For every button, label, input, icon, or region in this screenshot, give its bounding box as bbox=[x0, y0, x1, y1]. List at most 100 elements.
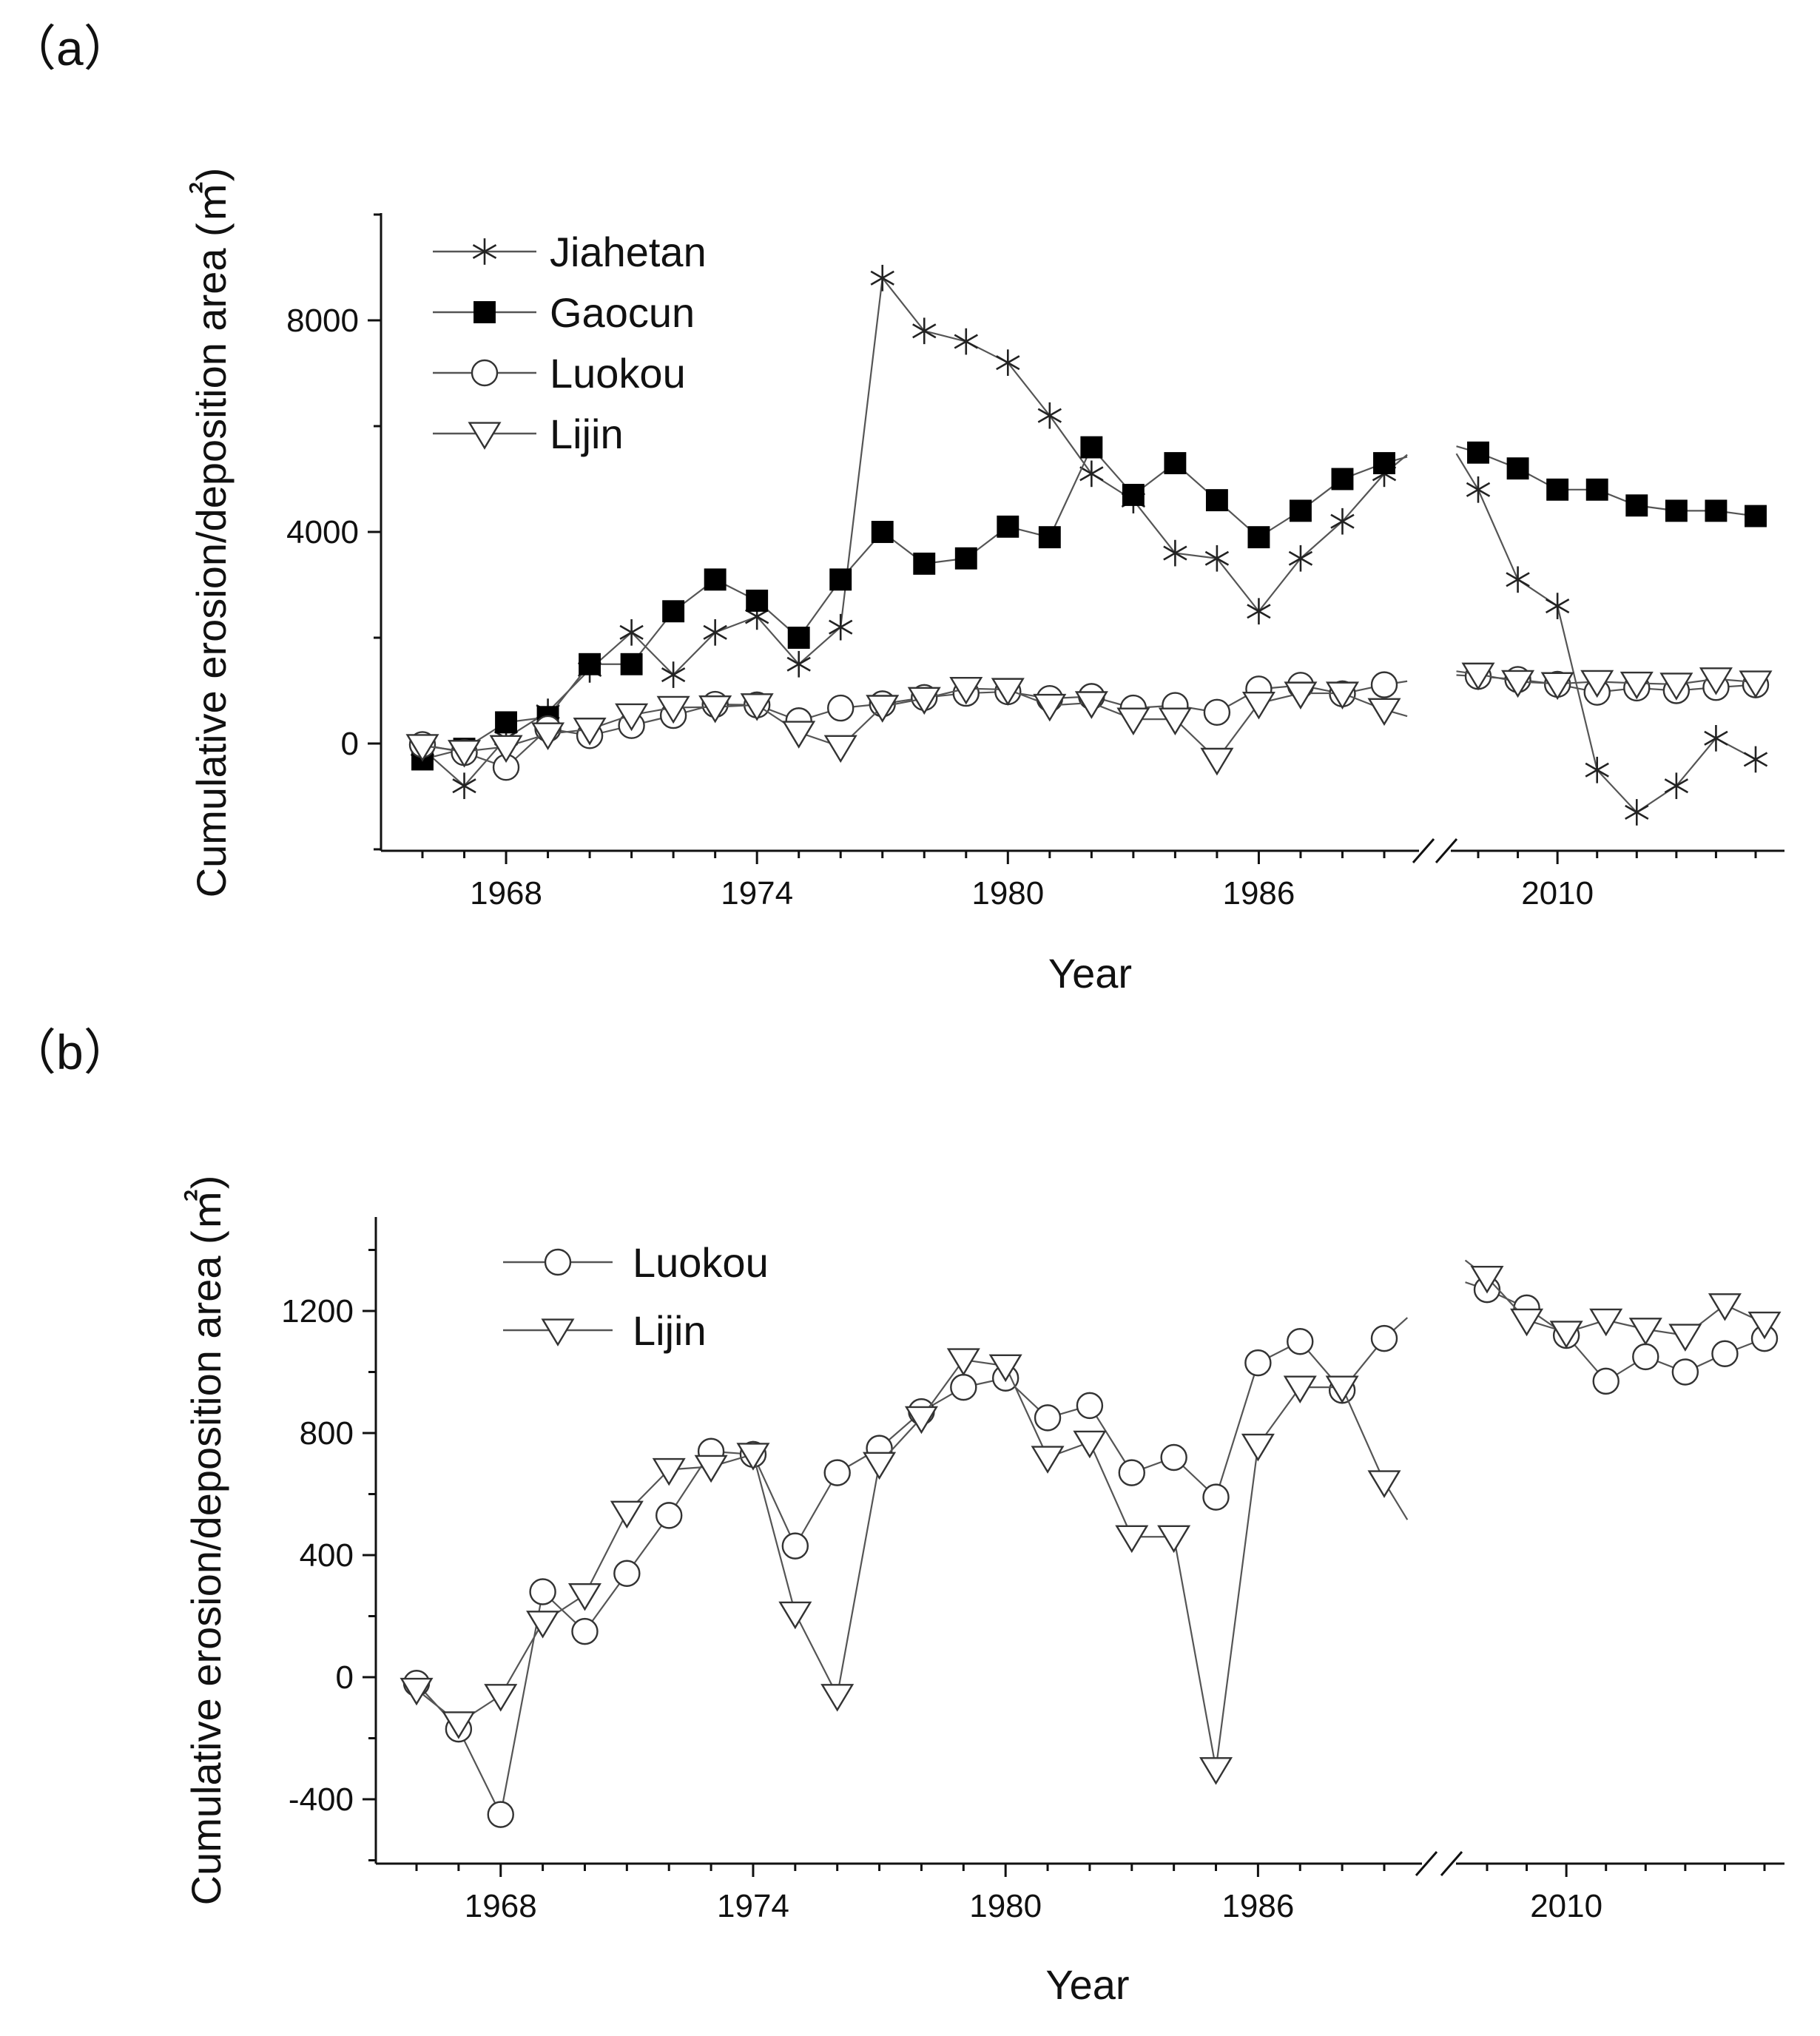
data-point bbox=[1466, 476, 1491, 503]
data-point bbox=[740, 693, 774, 721]
y-tick-label: 400 bbox=[300, 1537, 354, 1574]
x-tick-label: 1974 bbox=[721, 875, 793, 911]
data-point bbox=[1628, 1318, 1662, 1346]
axis-break-mark bbox=[1435, 838, 1458, 863]
data-point bbox=[1370, 1324, 1398, 1352]
data-point bbox=[1164, 452, 1187, 474]
data-point bbox=[655, 1502, 683, 1529]
legend-marker bbox=[468, 422, 502, 450]
data-point bbox=[1585, 756, 1609, 783]
data-point bbox=[1739, 670, 1773, 698]
y-tick-label: 0 bbox=[341, 726, 359, 762]
data-point bbox=[1708, 1293, 1742, 1321]
data-point bbox=[1033, 693, 1067, 722]
data-point bbox=[1461, 662, 1495, 691]
data-point bbox=[1158, 707, 1192, 735]
legend-label: Jiahetan bbox=[550, 229, 707, 275]
data-point bbox=[579, 653, 601, 675]
data-point bbox=[703, 619, 727, 646]
axis-break-mark bbox=[1415, 1851, 1438, 1876]
data-point bbox=[484, 1684, 518, 1712]
data-point bbox=[997, 515, 1019, 538]
star-stroke bbox=[1704, 730, 1728, 746]
data-point bbox=[829, 613, 853, 641]
data-point bbox=[1506, 457, 1529, 480]
data-point bbox=[786, 650, 811, 678]
data-point bbox=[442, 1711, 476, 1739]
data-point bbox=[820, 1684, 855, 1712]
data-point bbox=[1031, 1446, 1065, 1474]
data-point bbox=[1247, 598, 1271, 625]
data-point bbox=[1510, 1308, 1544, 1337]
data-point bbox=[448, 740, 482, 768]
x-tick-label: 2010 bbox=[1530, 1888, 1602, 1924]
star-stroke bbox=[1204, 550, 1230, 566]
data-point bbox=[1665, 499, 1688, 522]
star-stroke bbox=[1506, 572, 1530, 587]
data-point bbox=[1745, 505, 1767, 527]
legend: Luokou Lijin bbox=[503, 1239, 769, 1354]
data-point bbox=[1204, 545, 1230, 572]
data-point bbox=[619, 619, 644, 646]
data-point bbox=[620, 653, 643, 675]
star-stroke bbox=[870, 270, 894, 286]
data-point bbox=[1247, 526, 1270, 549]
data-point bbox=[1620, 671, 1654, 700]
y-axis-title: Cumulative erosion/deposition area (㎡) bbox=[183, 1176, 229, 1906]
data-point bbox=[1160, 1443, 1187, 1472]
legend-marker bbox=[544, 1248, 572, 1276]
data-point bbox=[954, 547, 977, 570]
legend-label: Luokou bbox=[550, 350, 686, 397]
data-point bbox=[1241, 1433, 1275, 1462]
x-tick-label: 1974 bbox=[717, 1888, 789, 1924]
star-stroke bbox=[619, 624, 644, 640]
x-tick-label: 1986 bbox=[1222, 875, 1295, 911]
data-point bbox=[1199, 1757, 1233, 1785]
legend-marker bbox=[541, 1318, 575, 1346]
data-point bbox=[1664, 772, 1689, 800]
data-point bbox=[954, 328, 978, 355]
data-point bbox=[863, 1452, 897, 1480]
data-point bbox=[1241, 692, 1275, 720]
data-point bbox=[1200, 747, 1234, 776]
star-stroke bbox=[1330, 513, 1355, 529]
series-line-left bbox=[416, 1317, 1409, 1818]
data-point bbox=[787, 627, 810, 649]
series-luokou bbox=[402, 1275, 1779, 1828]
star-stroke bbox=[661, 667, 686, 683]
data-point bbox=[946, 1348, 980, 1376]
data-point bbox=[1325, 681, 1359, 709]
data-point bbox=[871, 521, 894, 543]
data-point bbox=[567, 1582, 601, 1611]
y-axis-title: Cumulative erosion/deposition area (㎡) bbox=[188, 168, 235, 898]
data-point bbox=[1699, 667, 1733, 695]
x-tick-label: 1980 bbox=[969, 1888, 1042, 1924]
y-tick-label: 1200 bbox=[281, 1293, 354, 1329]
data-point bbox=[1592, 1367, 1620, 1395]
legend-item-luokou: Luokou bbox=[433, 350, 686, 397]
data-point bbox=[1704, 725, 1728, 752]
legend-label: Gaocun bbox=[550, 289, 695, 336]
legend-item-jiahetan: Jiahetan bbox=[433, 229, 707, 275]
legend-label: Lijin bbox=[633, 1307, 707, 1354]
data-point bbox=[1625, 799, 1649, 826]
data-point bbox=[1625, 494, 1648, 517]
data-point bbox=[1331, 468, 1354, 491]
data-point bbox=[1118, 1459, 1145, 1486]
data-point bbox=[1038, 526, 1061, 549]
data-point bbox=[1549, 1321, 1583, 1349]
y-tick-label: 0 bbox=[336, 1659, 354, 1696]
data-point bbox=[988, 1354, 1022, 1383]
data-point bbox=[736, 1443, 770, 1471]
axes: 0 4000 8000 1968 1974 1980 1986 2010 Year Cumulat… bbox=[188, 168, 1784, 997]
axis-break-mark bbox=[1440, 1851, 1463, 1876]
data-point bbox=[1711, 1340, 1739, 1367]
legend-marker bbox=[473, 301, 496, 323]
data-point bbox=[1580, 670, 1614, 698]
data-point bbox=[704, 568, 727, 591]
data-point bbox=[1546, 478, 1569, 501]
data-point bbox=[452, 772, 476, 800]
data-point bbox=[1373, 452, 1395, 474]
star-stroke bbox=[786, 656, 811, 672]
